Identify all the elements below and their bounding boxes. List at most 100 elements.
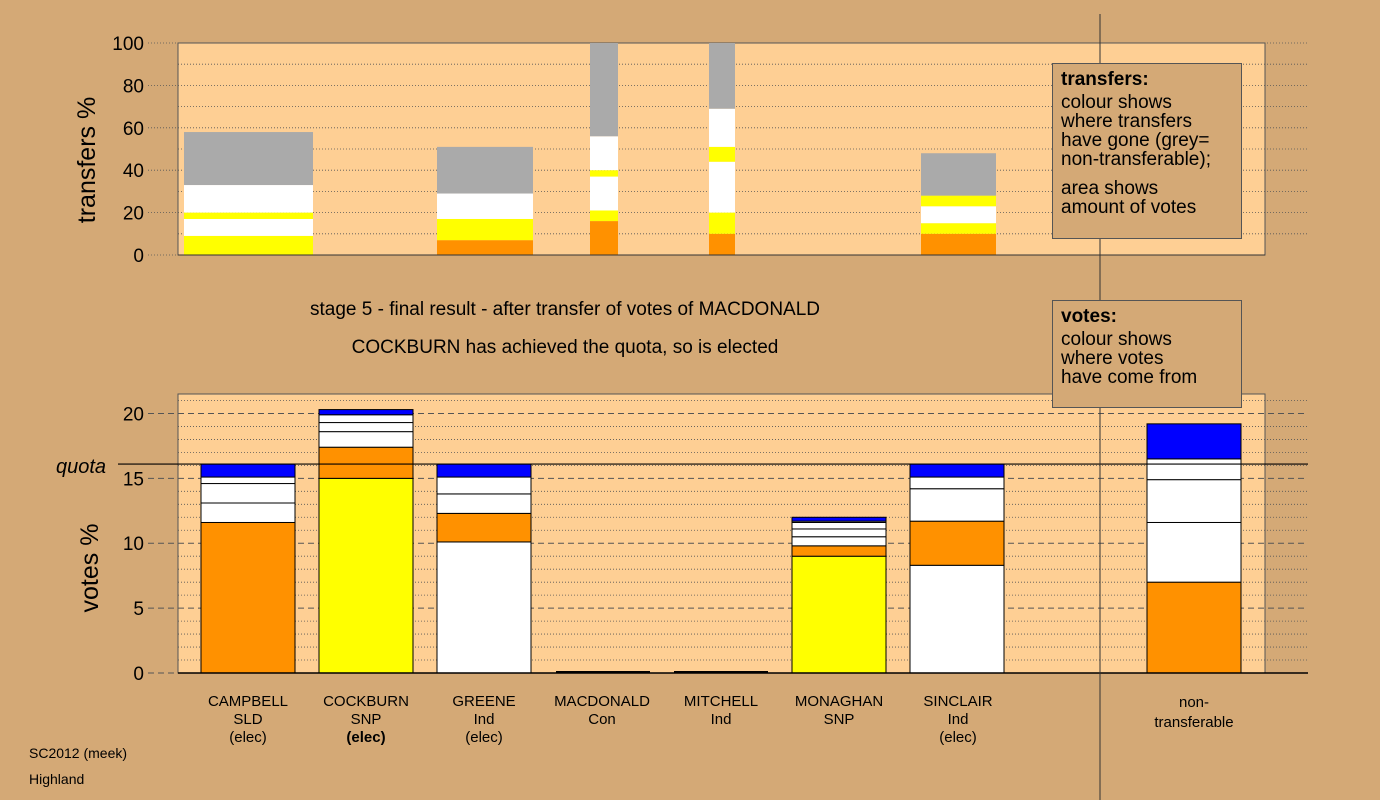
transfer-segment [184, 132, 313, 186]
candidate-name: MITCHELL [683, 693, 759, 710]
vote-segment [909, 564, 1005, 674]
vote-segment [791, 545, 887, 557]
votes-y-tick-label: 10 [123, 534, 144, 555]
vote-segment [318, 446, 414, 479]
votes-y-tick-label: 0 [133, 664, 144, 685]
nontransferable-line: transferable [1154, 714, 1234, 731]
vote-segment [791, 555, 887, 674]
legend-transfers-title: transfers: [1061, 69, 1149, 90]
transfers-y-tick-label: 100 [112, 34, 144, 55]
transfer-segment [184, 185, 313, 213]
candidate-party: Ind [473, 711, 495, 728]
vote-segment [200, 476, 296, 485]
transfers-y-tick-label: 80 [123, 76, 144, 97]
candidate-name: COCKBURN [323, 693, 409, 710]
transfer-segment [709, 43, 735, 109]
transfer-segment [184, 212, 313, 219]
candidate-label-campbell: CAMPBELL SLD (elec) [188, 693, 308, 747]
transfer-segment [590, 136, 618, 171]
footer-council: Highland [29, 771, 85, 787]
legend-transfers: transfers: colour shows where transfers … [1052, 63, 1242, 239]
vote-segment [909, 520, 1005, 566]
transfer-segment [437, 146, 533, 194]
vote-segment [1146, 479, 1242, 523]
transfer-segment [921, 233, 996, 255]
candidate-party: SNP [350, 711, 382, 728]
vote-segment [1146, 521, 1242, 583]
footer-method: SC2012 (meek) [29, 745, 128, 761]
candidate-status: (elec) [939, 729, 977, 746]
vote-segment [318, 414, 414, 424]
elected-caption: COCKBURN has achieved the quota, so is e… [351, 337, 779, 358]
nontransferable-line: non- [1178, 694, 1210, 711]
vote-segment [909, 463, 1005, 478]
vote-segment [200, 483, 296, 504]
vote-segment [1146, 423, 1242, 460]
votes-y-tick-label: 15 [123, 469, 144, 490]
candidate-label-greene: GREENE Ind (elec) [424, 693, 544, 747]
legend-transfers-line: have gone (grey= [1061, 130, 1210, 151]
candidate-status: (elec) [346, 729, 386, 746]
votes-y-axis-label: votes % [76, 524, 104, 613]
legend-transfers-line: colour shows [1061, 92, 1172, 113]
transfer-segment [184, 218, 313, 236]
vote-segment [436, 463, 532, 478]
candidate-label-monaghan: MONAGHAN SNP [779, 693, 899, 729]
transfer-segment [590, 43, 618, 137]
legend-transfers-line: area shows [1061, 178, 1159, 199]
vote-segment [318, 409, 414, 416]
transfer-segment [709, 212, 735, 234]
vote-segment [1146, 581, 1242, 674]
candidate-status: (elec) [229, 729, 267, 746]
transfer-segment [590, 170, 618, 177]
candidate-party: Con [588, 711, 616, 728]
transfer-segment [709, 146, 735, 162]
candidate-name: SINCLAIR [923, 693, 993, 710]
vote-segment [909, 476, 1005, 490]
vote-segment [200, 463, 296, 478]
nontransferable-label: non- transferable [1134, 693, 1254, 733]
quota-label: quota [56, 456, 106, 478]
transfer-segment [709, 161, 735, 213]
transfer-segment [590, 210, 618, 222]
vote-segment [791, 516, 887, 522]
transfer-segment [921, 223, 996, 234]
candidate-party: Ind [947, 711, 969, 728]
transfer-segment [921, 153, 996, 196]
vote-segment [200, 521, 296, 674]
candidate-party: SLD [233, 711, 263, 728]
candidate-label-macdonald: MACDONALD Con [542, 693, 662, 729]
candidate-status: (elec) [465, 729, 503, 746]
transfers-y-tick-label: 40 [123, 161, 144, 182]
legend-votes-line: where votes [1061, 348, 1164, 369]
legend-votes: votes: colour shows where votes have com… [1052, 300, 1242, 408]
legend-votes-title: votes: [1061, 306, 1117, 327]
vote-segment [436, 541, 532, 674]
candidate-name: MACDONALD [554, 693, 650, 710]
transfer-segment [184, 235, 313, 255]
transfers-y-tick-label: 60 [123, 119, 144, 140]
stage-caption: stage 5 - final result - after transfer … [309, 299, 821, 320]
vote-segment [1146, 458, 1242, 481]
legend-transfers-line: non-transferable); [1061, 149, 1211, 170]
transfer-segment [437, 193, 533, 219]
candidate-name: GREENE [452, 693, 516, 710]
transfer-segment [590, 221, 618, 255]
vote-segment [318, 477, 414, 674]
vote-segment [318, 431, 414, 448]
transfer-segment [437, 240, 533, 255]
vote-segment [436, 476, 532, 495]
transfer-segment [921, 195, 996, 207]
vote-segment [436, 512, 532, 543]
transfer-segment [437, 218, 533, 241]
legend-transfers-line: where transfers [1061, 111, 1192, 132]
vote-segment [791, 521, 887, 530]
vote-segment [200, 502, 296, 523]
legend-transfers-line: amount of votes [1061, 197, 1197, 218]
legend-votes-line: have come from [1061, 367, 1198, 388]
transfer-segment [921, 206, 996, 224]
candidate-label-mitchell: MITCHELL Ind [661, 693, 781, 729]
vote-segment [791, 536, 887, 547]
candidate-name: CAMPBELL [207, 693, 289, 710]
candidate-label-cockburn: COCKBURN SNP (elec) [306, 693, 426, 747]
